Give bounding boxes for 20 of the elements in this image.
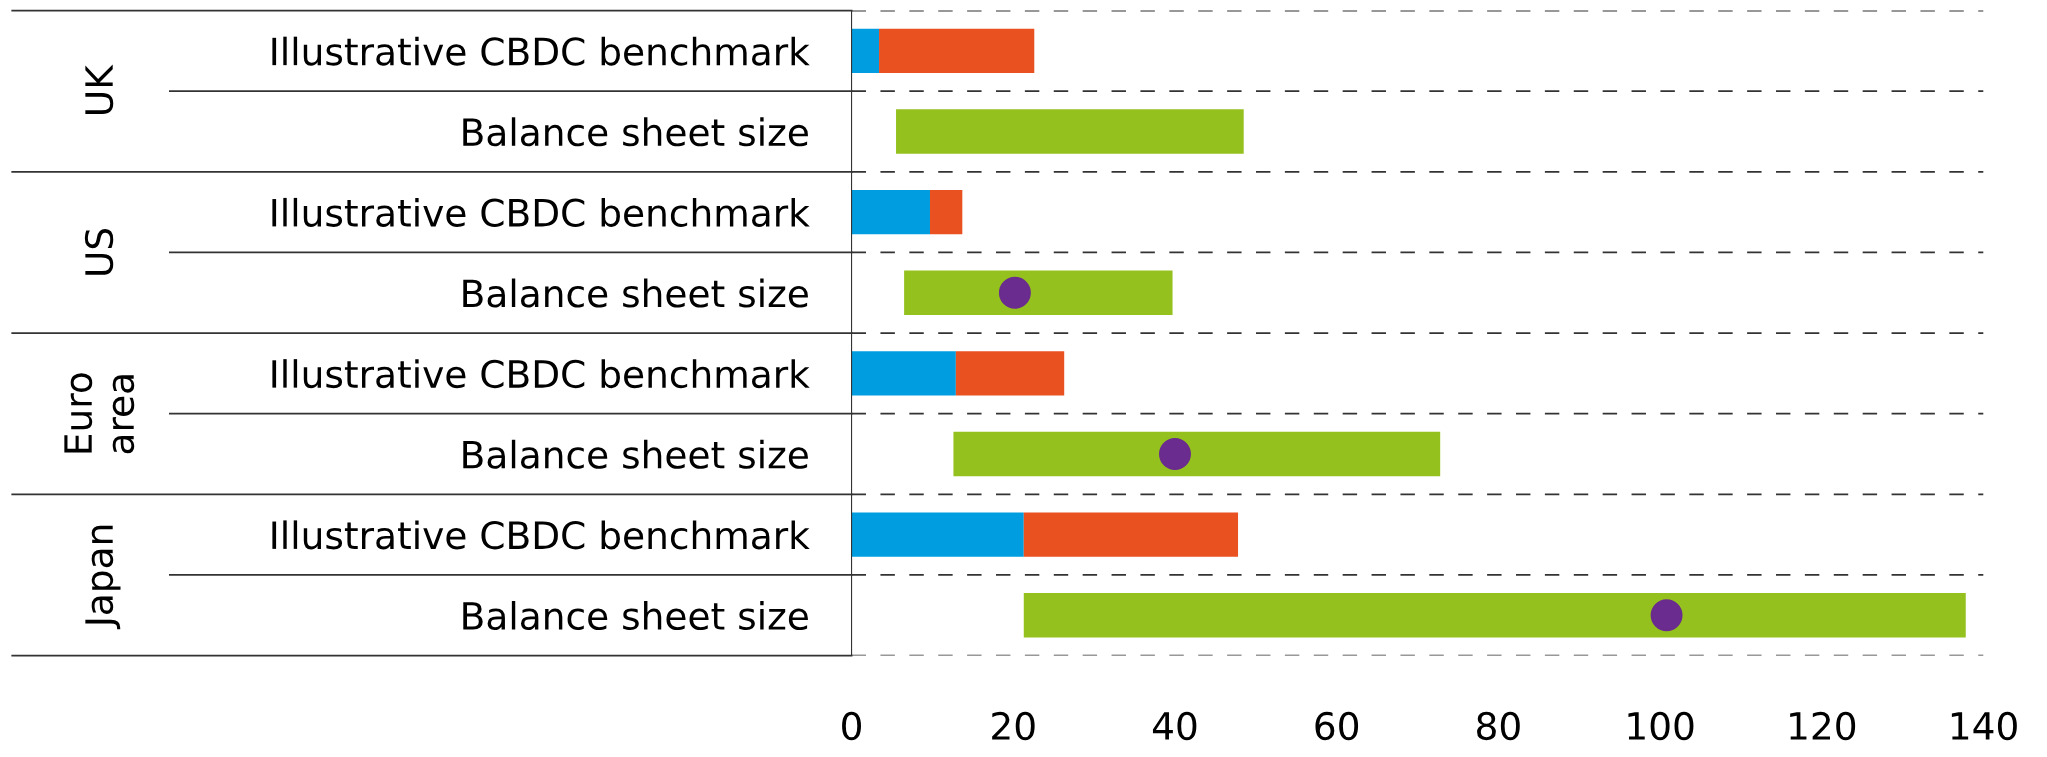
y-tick-label: Illustrative CBDC benchmark xyxy=(272,197,810,227)
text: Japan xyxy=(85,525,121,630)
x-tick-label: 120 xyxy=(1790,711,1856,741)
y-tick-label: Illustrative CBDC benchmark xyxy=(272,36,810,66)
y-tick-label: Balance sheet size xyxy=(463,117,808,147)
text: Euro area xyxy=(64,373,135,454)
x-tick-label: 20 xyxy=(992,711,1035,741)
y-tick-label: Illustrative CBDC benchmark xyxy=(272,359,810,389)
y-tick-label: Balance sheet size xyxy=(463,601,808,631)
text: US xyxy=(84,228,114,275)
y-tick-label: Illustrative CBDC benchmark xyxy=(272,520,810,550)
x-tick-label: 40 xyxy=(1152,711,1197,741)
text: UK xyxy=(85,64,114,114)
x-tick-label: 60 xyxy=(1315,711,1359,741)
y-tick-label: Balance sheet size xyxy=(463,278,808,308)
y-tick-label: Balance sheet size xyxy=(463,439,808,469)
x-tick-label: 0 xyxy=(842,711,861,741)
x-tick-label: 140 xyxy=(1951,711,2017,741)
x-tick-label: 80 xyxy=(1477,711,1520,741)
x-tick-label: 100 xyxy=(1628,711,1694,741)
